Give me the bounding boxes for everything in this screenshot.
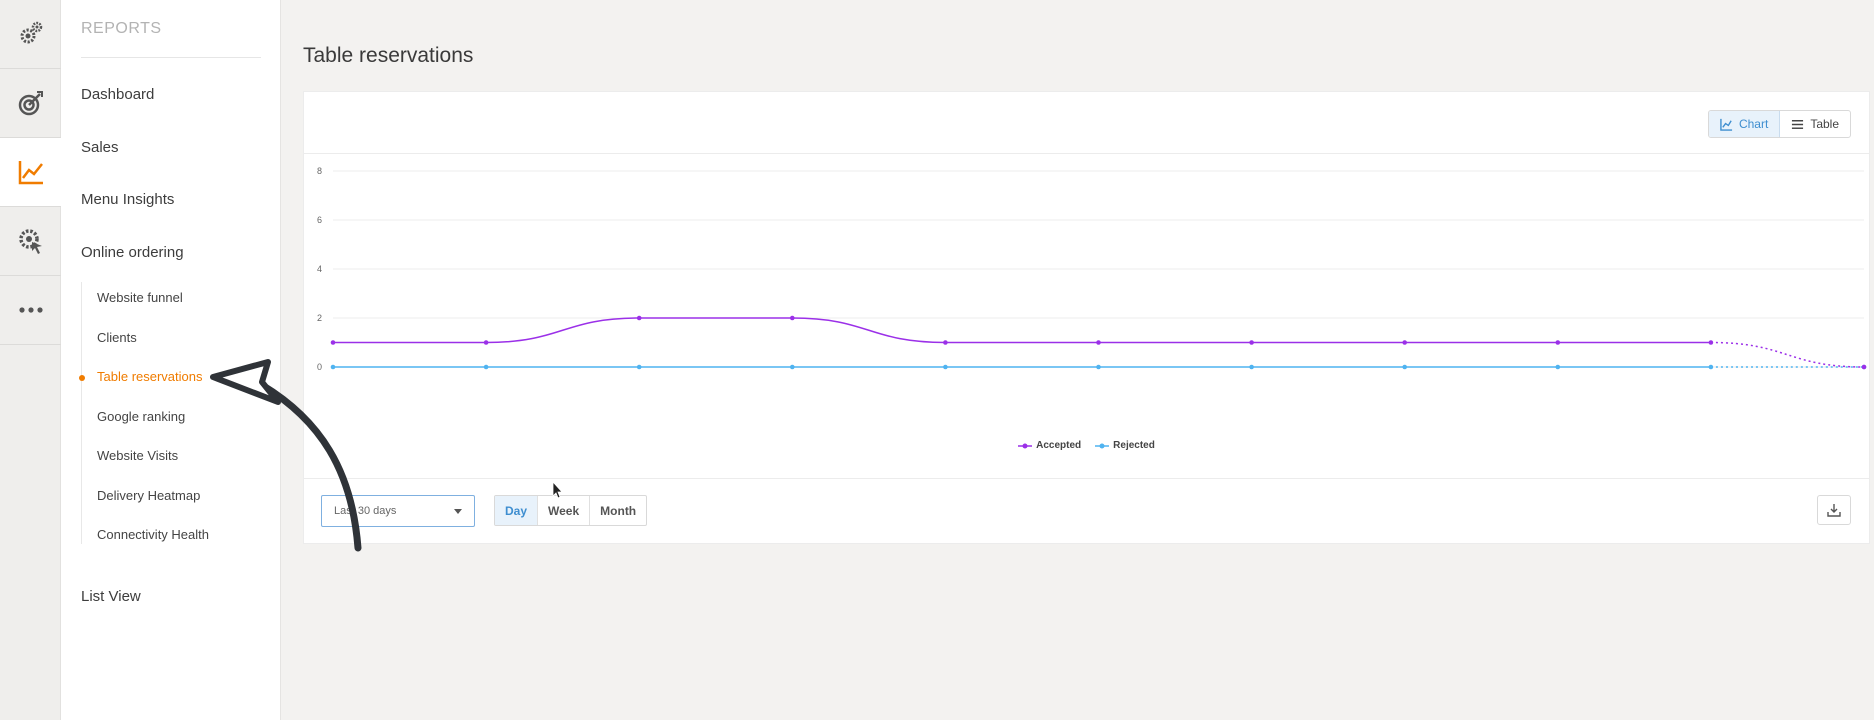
gears-icon xyxy=(20,21,42,44)
caret-down-icon xyxy=(454,509,462,514)
data-point-rejected[interactable] xyxy=(483,364,489,370)
period-week-button[interactable]: Week xyxy=(538,496,591,525)
period-month-button[interactable]: Month xyxy=(600,503,637,518)
sidebar-subitem-website-funnel[interactable]: Website funnel xyxy=(97,290,183,305)
series-line-projected-accepted xyxy=(1710,341,1865,368)
data-point-rejected[interactable] xyxy=(636,364,642,370)
period-day-button[interactable]: Day xyxy=(495,496,539,525)
rail-item-more[interactable] xyxy=(0,276,61,345)
download-icon xyxy=(1827,504,1841,517)
target-icon xyxy=(18,91,43,116)
sidebar-divider xyxy=(81,57,261,58)
data-point-rejected[interactable] xyxy=(943,364,948,370)
data-point-accepted[interactable] xyxy=(1402,340,1407,345)
legend-rejected-marker xyxy=(1095,443,1110,448)
data-point-accepted[interactable] xyxy=(1555,340,1561,345)
period-toggle: Day Week Month xyxy=(494,495,648,526)
data-point-rejected[interactable] xyxy=(790,364,795,370)
date-range-select[interactable]: Last 30 days xyxy=(321,495,475,527)
sidebar: REPORTS Dashboard Sales Menu Insights On… xyxy=(61,0,281,720)
rail-item-reports[interactable] xyxy=(0,138,61,207)
icon-rail xyxy=(0,0,61,720)
sidebar-item-online-ordering[interactable]: Online ordering xyxy=(81,244,184,261)
legend-rejected-label: Rejected xyxy=(1113,440,1155,451)
table-view-label: Table xyxy=(1810,117,1839,131)
chart-line-icon xyxy=(18,161,43,185)
report-card: Chart Table 0 2 4 6 8 Accepted Rejected xyxy=(303,91,1870,544)
data-point-accepted[interactable] xyxy=(943,340,948,345)
chart-area: 0 2 4 6 8 Accepted Rejected xyxy=(304,154,1869,478)
legend-item-rejected[interactable]: Rejected xyxy=(1095,440,1155,451)
legend-item-accepted[interactable]: Accepted xyxy=(1018,440,1081,451)
line-chart: 0 2 4 6 8 xyxy=(317,166,1867,372)
chart-line-icon xyxy=(1720,118,1733,131)
sidebar-subitem-delivery-heatmap[interactable]: Delivery Heatmap xyxy=(97,488,201,503)
data-point-accepted[interactable] xyxy=(636,315,642,321)
more-icon xyxy=(18,307,43,313)
view-toggle: Chart Table xyxy=(1707,110,1851,138)
legend-accepted-marker xyxy=(1018,443,1033,448)
data-point-accepted[interactable] xyxy=(483,340,489,345)
table-view-button[interactable]: Table xyxy=(1780,111,1850,137)
y-tick-label: 6 xyxy=(317,215,322,225)
sidebar-item-dashboard[interactable]: Dashboard xyxy=(81,86,155,103)
data-point-rejected[interactable] xyxy=(330,364,336,370)
y-tick-label: 8 xyxy=(317,166,322,176)
data-point-accepted[interactable] xyxy=(790,315,795,321)
data-point-rejected[interactable] xyxy=(1402,364,1407,370)
list-icon xyxy=(1792,119,1804,129)
sidebar-header: REPORTS xyxy=(81,20,162,37)
y-tick-label: 4 xyxy=(317,264,322,274)
data-point-accepted[interactable] xyxy=(1096,340,1101,345)
data-point-accepted[interactable] xyxy=(330,340,336,345)
gear-cursor-icon xyxy=(18,229,42,254)
sidebar-item-sales[interactable]: Sales xyxy=(81,139,119,156)
download-button[interactable] xyxy=(1817,495,1851,525)
rail-item-settings[interactable] xyxy=(0,0,61,69)
rail-item-automation[interactable] xyxy=(0,207,61,276)
chart-legend: Accepted Rejected xyxy=(304,440,1869,451)
series-line-accepted xyxy=(333,317,1711,344)
chart-view-button[interactable]: Chart xyxy=(1708,111,1781,137)
card-footer: Last 30 days Day Week Month xyxy=(304,478,1869,545)
submenu-guide-line xyxy=(81,282,82,544)
sidebar-subitem-website-visits[interactable]: Website Visits xyxy=(97,448,179,463)
data-point-accepted[interactable] xyxy=(1861,364,1867,370)
chart-view-label: Chart xyxy=(1738,117,1769,131)
legend-accepted-label: Accepted xyxy=(1036,440,1082,451)
data-point-rejected[interactable] xyxy=(1555,364,1561,370)
card-toolbar: Chart Table xyxy=(304,92,1869,154)
page-title: Table reservations xyxy=(303,44,474,67)
data-point-accepted[interactable] xyxy=(1249,340,1254,345)
data-point-accepted[interactable] xyxy=(1708,340,1714,345)
y-tick-label: 2 xyxy=(317,313,322,323)
sidebar-subitem-clients[interactable]: Clients xyxy=(97,330,137,345)
data-point-rejected[interactable] xyxy=(1096,364,1101,370)
active-indicator-dot xyxy=(79,375,85,381)
sidebar-item-menu-insights[interactable]: Menu Insights xyxy=(81,191,175,208)
data-point-rejected[interactable] xyxy=(1708,364,1714,370)
data-point-rejected[interactable] xyxy=(1249,364,1254,370)
sidebar-subitem-table-reservations[interactable]: Table reservations xyxy=(97,369,203,384)
sidebar-subitem-connectivity-health[interactable]: Connectivity Health xyxy=(97,527,209,542)
sidebar-subitem-google-ranking[interactable]: Google ranking xyxy=(97,409,186,424)
date-range-value: Last 30 days xyxy=(334,505,397,517)
sidebar-item-list-view[interactable]: List View xyxy=(81,588,141,605)
y-tick-label: 0 xyxy=(317,362,322,372)
rail-item-goals[interactable] xyxy=(0,69,61,138)
